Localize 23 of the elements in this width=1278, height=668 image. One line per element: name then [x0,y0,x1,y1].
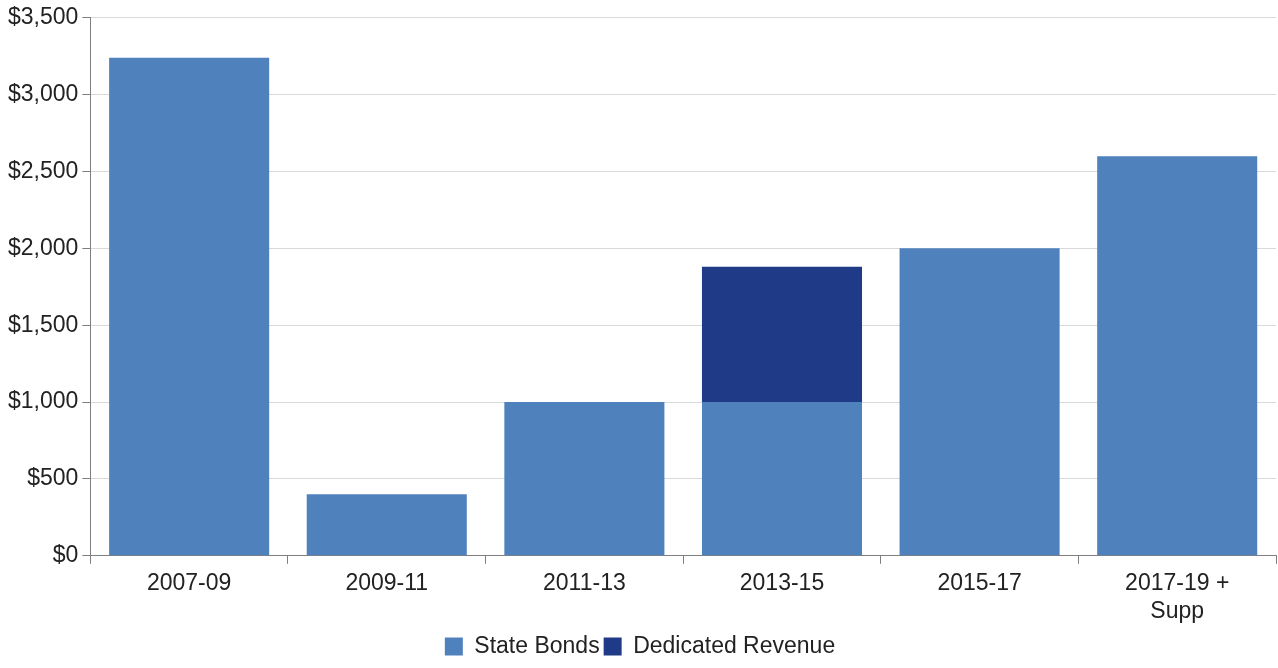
bar [109,57,270,556]
bar [1097,156,1258,556]
bar [504,402,665,556]
x-tick-label: 2011-13 [543,568,626,595]
x-tick-label: 2007-09 [146,568,232,595]
bar [701,266,863,403]
y-tick-label: $1,000 [7,387,79,414]
legend-label: Dedicated Revenue [633,631,836,658]
y-tick-label: $3,500 [7,3,79,30]
bar [306,494,467,556]
legend-label: State Bonds [474,631,600,658]
y-tick-label: $2,500 [7,156,79,183]
y-tick-label: $500 [27,464,79,491]
y-tick-label: $3,000 [7,80,79,106]
bar [701,402,863,556]
x-tick-label: 2017-19 + Supp [1125,568,1230,623]
y-tick-label: $0 [52,541,79,568]
x-tick-label: 2013-15 [739,568,825,595]
bar [899,248,1060,556]
y-tick-label: $1,500 [7,310,79,337]
x-tick-label: 2009-11 [345,568,429,595]
x-tick-label: 2015-17 [937,568,1022,595]
y-tick-label: $2,000 [7,233,79,260]
